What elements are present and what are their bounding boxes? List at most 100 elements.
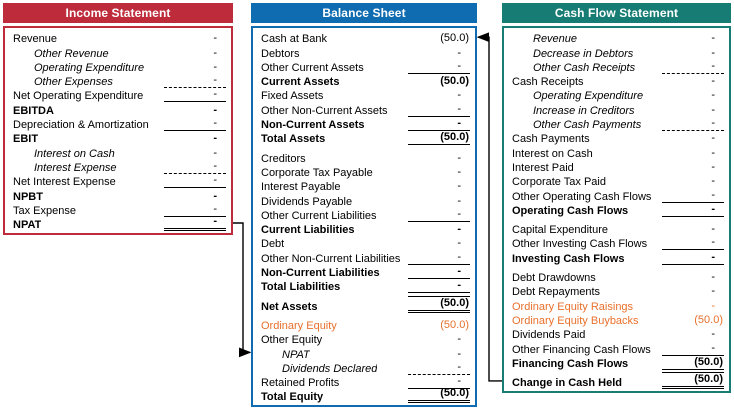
row-label: Other Cash Payments bbox=[533, 119, 642, 132]
row-cash-payments: Cash Payments - bbox=[504, 131, 729, 145]
row-value: - bbox=[711, 285, 715, 298]
row-investing-cash-flows: Investing Cash Flows - bbox=[504, 250, 729, 265]
row-label: Total Assets bbox=[261, 133, 326, 146]
row-value: - bbox=[662, 203, 724, 217]
row-value: - bbox=[457, 223, 461, 236]
row-other-non-current-assets: Other Non-Current Assets - bbox=[253, 102, 475, 117]
row-label: Dividends Declared bbox=[282, 362, 378, 375]
row-value: - bbox=[711, 160, 715, 173]
change-in-cash-to-cash-at-bank-arrow bbox=[476, 32, 502, 382]
row-label: Corporate Tax Paid bbox=[512, 176, 606, 189]
row-operating-cash-flows: Operating Cash Flows - bbox=[504, 203, 729, 217]
row-label: Revenue bbox=[533, 33, 578, 46]
row-label: Decrease in Debtors bbox=[533, 47, 634, 60]
row-value: - bbox=[457, 333, 461, 346]
row-label: Investing Cash Flows bbox=[512, 252, 625, 265]
balance-sheet-body: Cash at Bank (50.0) Debtors - Other Current … bbox=[251, 26, 477, 408]
row-label: Ordinary Equity bbox=[261, 319, 337, 332]
row-value: - bbox=[662, 236, 724, 251]
row-label: Net Assets bbox=[261, 300, 318, 313]
row-value: - bbox=[213, 32, 217, 45]
row-value: - bbox=[457, 194, 461, 207]
row-total-assets: Total Assets (50.0) bbox=[253, 131, 475, 146]
row-retained-profits: Retained Profits - bbox=[253, 375, 475, 390]
row-interest-on-cash: Interest on Cash - bbox=[504, 145, 729, 160]
row-label: Debtors bbox=[261, 47, 300, 60]
row-corporate-tax-paid: Corporate Tax Paid - bbox=[504, 174, 729, 188]
row-ordinary-equity-buybacks: Ordinary Equity Buybacks (50.0) bbox=[504, 313, 729, 327]
row-non-current-assets: Non-Current Assets - bbox=[253, 117, 475, 132]
row-label: Other Investing Cash Flows bbox=[512, 238, 648, 251]
row-label: Dividends Payable bbox=[261, 195, 353, 208]
row-label: Cash at Bank bbox=[261, 33, 328, 46]
row-ebit: EBIT - bbox=[5, 131, 231, 145]
row-other-cash-receipts: Other Cash Receipts - bbox=[504, 60, 729, 74]
row-value: - bbox=[213, 189, 217, 202]
row-value: - bbox=[213, 46, 217, 59]
balance-sheet-panel: Balance Sheet Cash at Bank (50.0) Debtors -… bbox=[251, 3, 477, 408]
row-value: - bbox=[164, 117, 226, 132]
row-debt-repayments: Debt Repayments - bbox=[504, 284, 729, 298]
row-label: Other Operating Cash Flows bbox=[512, 190, 652, 203]
row-value: (50.0) bbox=[440, 75, 469, 88]
row-value: - bbox=[662, 189, 724, 203]
row-change-in-cash-held: Change in Cash Held (50.0) bbox=[504, 372, 729, 390]
row-revenue: Revenue - bbox=[5, 31, 231, 45]
row-ebitda: EBITDA - bbox=[5, 102, 231, 117]
row-value: - bbox=[164, 74, 226, 89]
row-label: Ordinary Equity Buybacks bbox=[512, 314, 639, 327]
row-other-current-assets: Other Current Assets - bbox=[253, 60, 475, 74]
income-statement-panel: Income Statement Revenue - Other Revenue - O… bbox=[3, 3, 233, 236]
row-value: - bbox=[408, 279, 470, 294]
row-other-expenses: Other Expenses - bbox=[5, 74, 231, 89]
row-label: Other Non-Current Liabilities bbox=[261, 252, 401, 265]
income-statement-body: Revenue - Other Revenue - Operating Expendit… bbox=[3, 26, 233, 236]
row-label: Operating Cash Flows bbox=[512, 204, 629, 217]
row-creditors: Creditors - bbox=[253, 150, 475, 165]
row-label: Other Revenue bbox=[34, 47, 109, 60]
row-total-equity: Total Equity (50.0) bbox=[253, 387, 475, 404]
row-label: Corporate Tax Payable bbox=[261, 166, 373, 179]
row-value: - bbox=[457, 89, 461, 102]
row-value: - bbox=[457, 151, 461, 164]
row-value: - bbox=[711, 146, 715, 159]
row-value: - bbox=[711, 46, 715, 59]
row-capital-expenditure: Capital Expenditure - bbox=[504, 222, 729, 236]
row-label: Total Liabilities bbox=[261, 281, 341, 294]
row-decrease-in-debtors: Decrease in Debtors - bbox=[504, 45, 729, 60]
row-interest-paid: Interest Paid - bbox=[504, 160, 729, 174]
row-label: Cash Receipts bbox=[512, 76, 584, 89]
row-value: - bbox=[457, 180, 461, 193]
row-value: - bbox=[164, 203, 226, 217]
row-label: Current Assets bbox=[261, 76, 340, 89]
row-label: Interest on Cash bbox=[512, 147, 593, 160]
row-value: (50.0) bbox=[440, 318, 469, 331]
row-label: NPAT bbox=[282, 348, 310, 361]
row-debt: Debt - bbox=[253, 236, 475, 250]
row-value: (50.0) bbox=[662, 356, 724, 370]
row-label: Debt Drawdowns bbox=[512, 272, 596, 285]
row-value: - bbox=[457, 165, 461, 178]
row-label: Change in Cash Held bbox=[512, 377, 623, 390]
row-label: NPAT bbox=[13, 219, 42, 232]
row-dividends-paid: Dividends Paid - bbox=[504, 327, 729, 341]
balance-sheet-title: Balance Sheet bbox=[251, 3, 477, 23]
row-value: - bbox=[457, 347, 461, 360]
row-label: Non-Current Liabilities bbox=[261, 267, 380, 280]
row-npat: NPAT - bbox=[253, 346, 475, 361]
row-value: - bbox=[457, 46, 461, 59]
row-label: Capital Expenditure bbox=[512, 224, 609, 237]
row-label: Cash Payments bbox=[512, 133, 590, 146]
row-label: EBITDA bbox=[13, 104, 54, 117]
row-value: - bbox=[711, 103, 715, 116]
row-label: Retained Profits bbox=[261, 377, 340, 390]
row-value: - bbox=[457, 237, 461, 250]
row-value: - bbox=[662, 251, 724, 265]
row-value: - bbox=[408, 103, 470, 117]
row-value: - bbox=[164, 160, 226, 174]
row-label: NPBT bbox=[13, 190, 43, 203]
row-label: Operating Expenditure bbox=[533, 90, 644, 103]
row-value: (50.0) bbox=[440, 32, 469, 45]
cash-flow-statement-panel: Cash Flow Statement Revenue - Decrease in … bbox=[502, 3, 731, 394]
row-value: - bbox=[662, 60, 724, 74]
